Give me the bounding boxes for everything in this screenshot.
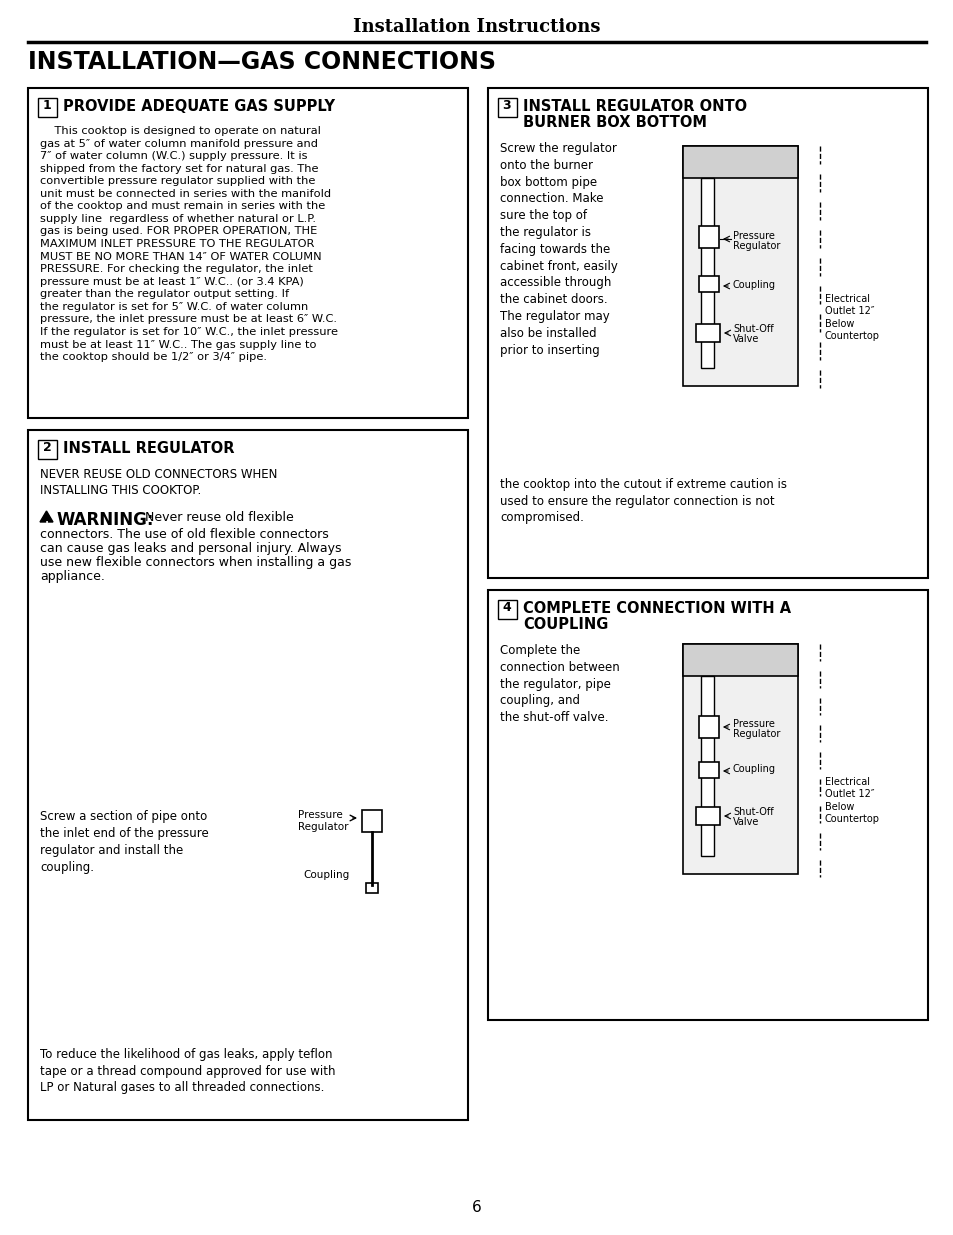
Text: can cause gas leaks and personal injury. Always: can cause gas leaks and personal injury.… <box>40 542 341 555</box>
Text: Electrical
Outlet 12″
Below
Countertop: Electrical Outlet 12″ Below Countertop <box>824 294 879 341</box>
Text: Pressure: Pressure <box>297 810 342 820</box>
Bar <box>682 146 797 387</box>
Bar <box>699 762 719 778</box>
Text: 1: 1 <box>43 99 51 112</box>
Text: Valve: Valve <box>732 818 759 827</box>
Bar <box>682 643 797 874</box>
Text: INSTALL REGULATOR ONTO: INSTALL REGULATOR ONTO <box>522 99 746 114</box>
Text: Regulator: Regulator <box>297 823 348 832</box>
Text: This cooktop is designed to operate on natural
gas at 5″ of water column manifol: This cooktop is designed to operate on n… <box>40 126 337 362</box>
Text: NEVER REUSE OLD CONNECTORS WHEN
INSTALLING THIS COOKTOP.: NEVER REUSE OLD CONNECTORS WHEN INSTALLI… <box>40 468 277 496</box>
Bar <box>488 590 927 1020</box>
Text: Regulator: Regulator <box>732 729 780 739</box>
Bar <box>699 716 719 739</box>
Bar <box>699 226 719 248</box>
Text: Pressure: Pressure <box>732 231 774 241</box>
Text: Coupling: Coupling <box>303 869 349 881</box>
Text: 2: 2 <box>43 441 51 454</box>
Text: 4: 4 <box>502 601 511 614</box>
Text: !: ! <box>45 521 49 530</box>
Text: connectors. The use of old flexible connectors: connectors. The use of old flexible conn… <box>40 529 329 541</box>
Text: use new flexible connectors when installing a gas: use new flexible connectors when install… <box>40 556 351 569</box>
Text: INSTALLATION—GAS CONNECTIONS: INSTALLATION—GAS CONNECTIONS <box>28 49 496 74</box>
Text: PROVIDE ADEQUATE GAS SUPPLY: PROVIDE ADEQUATE GAS SUPPLY <box>63 99 335 114</box>
Bar <box>696 806 720 825</box>
Text: the cooktop into the cutout if extreme caution is
used to ensure the regulator c: the cooktop into the cutout if extreme c… <box>499 478 786 524</box>
Bar <box>696 324 720 342</box>
Text: Screw the regulator
onto the burner
box bottom pipe
connection. Make
sure the to: Screw the regulator onto the burner box … <box>499 142 618 357</box>
Bar <box>366 883 377 893</box>
Text: Screw a section of pipe onto
the inlet end of the pressure
regulator and install: Screw a section of pipe onto the inlet e… <box>40 810 209 874</box>
Text: Shut-Off: Shut-Off <box>732 806 773 818</box>
Text: Installation Instructions: Installation Instructions <box>353 19 600 36</box>
Text: COMPLETE CONNECTION WITH A: COMPLETE CONNECTION WITH A <box>522 601 790 616</box>
Bar <box>682 643 797 676</box>
Bar <box>28 430 468 1120</box>
Bar <box>682 146 797 178</box>
Text: Pressure: Pressure <box>732 719 774 729</box>
Text: Coupling: Coupling <box>732 280 775 290</box>
Bar <box>361 810 381 832</box>
Text: To reduce the likelihood of gas leaks, apply teflon
tape or a thread compound ap: To reduce the likelihood of gas leaks, a… <box>40 1049 335 1094</box>
Bar <box>497 600 517 619</box>
Text: WARNING:: WARNING: <box>57 511 154 529</box>
Text: BURNER BOX BOTTOM: BURNER BOX BOTTOM <box>522 115 706 130</box>
Bar <box>38 440 57 459</box>
Bar <box>488 88 927 578</box>
Bar <box>497 98 517 117</box>
Text: Valve: Valve <box>732 333 759 345</box>
Text: COUPLING: COUPLING <box>522 618 608 632</box>
Text: Shut-Off: Shut-Off <box>732 324 773 333</box>
Text: appliance.: appliance. <box>40 571 105 583</box>
Text: 6: 6 <box>472 1200 481 1215</box>
Text: Never reuse old flexible: Never reuse old flexible <box>141 511 294 524</box>
Bar <box>700 178 713 368</box>
Polygon shape <box>40 511 53 522</box>
Bar <box>699 275 719 291</box>
Text: Coupling: Coupling <box>732 764 775 774</box>
Text: Electrical
Outlet 12″
Below
Countertop: Electrical Outlet 12″ Below Countertop <box>824 777 879 824</box>
Text: 3: 3 <box>502 99 511 112</box>
Text: Regulator: Regulator <box>732 241 780 251</box>
Bar <box>28 88 468 417</box>
Text: Complete the
connection between
the regulator, pipe
coupling, and
the shut-off v: Complete the connection between the regu… <box>499 643 619 724</box>
Bar <box>700 676 713 856</box>
Text: INSTALL REGULATOR: INSTALL REGULATOR <box>63 441 234 456</box>
Bar <box>38 98 57 117</box>
